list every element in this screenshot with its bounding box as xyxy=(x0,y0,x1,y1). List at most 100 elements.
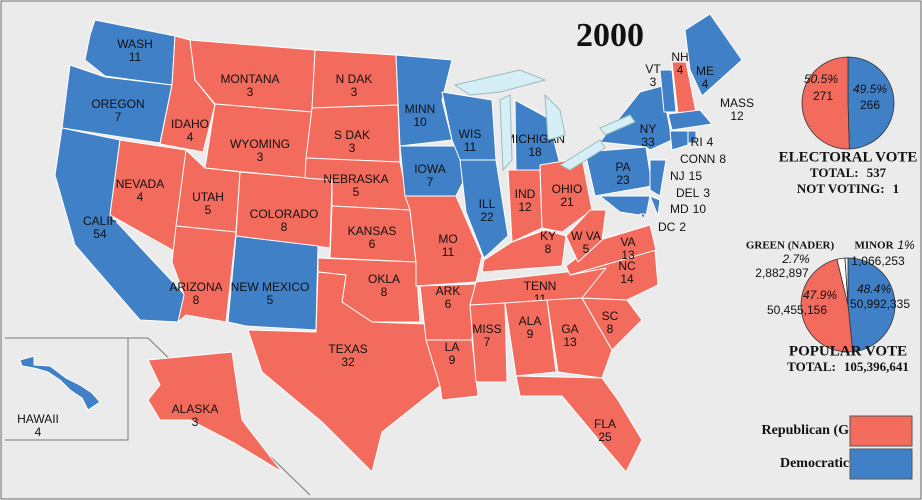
state-votes: 4 xyxy=(35,425,42,439)
state-votes: 3 xyxy=(650,75,657,89)
state-label: MD 10 xyxy=(670,202,706,216)
state-name: MD xyxy=(670,202,689,216)
state-name: VT xyxy=(645,62,661,76)
states: WASH11OREGON7CALIF54NEVADA4IDAHO4MONTANA… xyxy=(17,13,754,473)
state-votes: 54 xyxy=(93,227,107,241)
state-votes: 18 xyxy=(528,145,542,159)
state-name: CONN xyxy=(680,152,715,166)
state-name: RI xyxy=(691,135,703,149)
total-line: TOTAL: 105,396,641 xyxy=(787,359,909,374)
state-votes: 7 xyxy=(484,335,491,349)
state-votes: 4 xyxy=(707,135,714,149)
total-value: 537 xyxy=(867,165,887,180)
state-votes: 10 xyxy=(413,115,427,129)
state-votes: 6 xyxy=(369,237,376,251)
state-name: MONTANA xyxy=(220,72,279,86)
state-name: HAWAII xyxy=(17,412,59,426)
state-name: TENN xyxy=(524,279,557,293)
state-name: DEL xyxy=(676,186,700,200)
state-votes: 3 xyxy=(349,141,356,155)
state-name: MASS xyxy=(720,96,754,110)
state xyxy=(639,213,646,220)
state-name: ME xyxy=(696,64,714,78)
state-label: DC 2 xyxy=(658,220,686,234)
state-votes: 4 xyxy=(187,130,194,144)
state xyxy=(247,271,441,473)
state-name: W VA xyxy=(571,229,601,243)
state-votes: 3 xyxy=(351,85,358,99)
state-name: IOWA xyxy=(414,162,446,176)
state-name: NJ xyxy=(670,169,685,183)
not-voting-value: 1 xyxy=(893,181,900,196)
state-name: WYOMING xyxy=(230,137,290,151)
state xyxy=(19,355,101,411)
state-votes: 13 xyxy=(563,335,577,349)
not-voting-label: NOT VOTING: xyxy=(797,181,885,196)
vote-label: 50,455,156 xyxy=(767,303,827,317)
state-name: NC xyxy=(618,259,636,273)
state-votes: 5 xyxy=(353,185,360,199)
state-name: NY xyxy=(640,122,657,136)
state xyxy=(469,302,508,383)
map-title: 2000 xyxy=(576,17,644,54)
state-votes: 9 xyxy=(449,353,456,367)
state-votes: 7 xyxy=(427,175,434,189)
state-votes: 21 xyxy=(560,195,574,209)
state xyxy=(399,145,467,197)
state-votes: 14 xyxy=(620,272,634,286)
legend-swatch xyxy=(849,415,913,447)
pie-slice xyxy=(847,56,895,150)
state-label: CONN 8 xyxy=(680,152,726,166)
state-votes: 8 xyxy=(719,152,726,166)
state xyxy=(684,13,743,97)
state-votes: 3 xyxy=(257,150,264,164)
state-name: KANSAS xyxy=(348,224,397,238)
state-name: ALA xyxy=(519,314,542,328)
state xyxy=(565,209,607,263)
vote-label: 2,882,897 xyxy=(755,266,809,280)
vote-label: 50,992,335 xyxy=(850,297,910,311)
state-votes: 4 xyxy=(677,63,684,77)
state xyxy=(667,109,713,131)
percent-label: 48.4% xyxy=(857,282,891,296)
state-votes: 11 xyxy=(442,245,455,259)
state-name: OKLA xyxy=(368,272,400,286)
state-name: MO xyxy=(438,232,457,246)
state-name: IDAHO xyxy=(171,117,209,131)
state-votes: 2 xyxy=(679,220,686,234)
state-name: UTAH xyxy=(192,190,224,204)
state xyxy=(659,69,677,113)
state-votes: 7 xyxy=(115,110,122,124)
state-votes: 3 xyxy=(247,85,254,99)
percent-label: 50.5% xyxy=(804,72,838,86)
state xyxy=(504,299,557,377)
state xyxy=(599,195,651,217)
state-label: NJ 15 xyxy=(670,169,702,183)
legend-swatch xyxy=(849,448,913,480)
percent-label: 47.9% xyxy=(803,288,837,302)
state-votes: 25 xyxy=(598,430,612,444)
state-votes: 8 xyxy=(281,220,288,234)
state-name: CALIF xyxy=(83,214,117,228)
state xyxy=(404,195,483,287)
state-votes: 5 xyxy=(205,203,212,217)
state xyxy=(459,159,509,259)
state xyxy=(171,225,237,323)
state-votes: 8 xyxy=(381,285,388,299)
state-votes: 9 xyxy=(527,327,534,341)
panel-title: POPULAR VOTE xyxy=(789,343,907,359)
state-votes: 11 xyxy=(464,140,477,154)
pie-slice xyxy=(847,257,896,353)
state-votes: 3 xyxy=(703,186,710,200)
state-name: TEXAS xyxy=(328,342,367,356)
slice-name: MINOR xyxy=(854,240,894,252)
state-name: N DAK xyxy=(336,72,373,86)
state-name: DC xyxy=(658,220,676,234)
state xyxy=(515,375,643,473)
state-votes: 32 xyxy=(341,355,355,369)
state-name: ILL xyxy=(479,197,496,211)
state xyxy=(669,130,689,151)
state-name: OREGON xyxy=(91,97,144,111)
